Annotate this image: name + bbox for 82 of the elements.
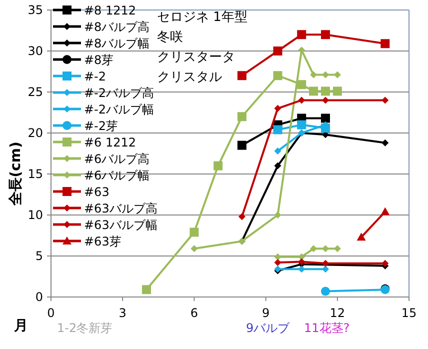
point xyxy=(190,245,198,252)
legend-label: #8芽 xyxy=(84,53,114,67)
y-tick-label: 5 xyxy=(35,249,43,263)
point xyxy=(237,71,246,80)
y-tick-label: 20 xyxy=(28,126,43,140)
legend-label: #6 1212 xyxy=(84,136,136,150)
legend-label: #-2芽 xyxy=(84,119,118,133)
point xyxy=(274,148,282,155)
y-axis-title: 全長(cm) xyxy=(8,142,24,206)
point xyxy=(297,120,306,130)
point xyxy=(297,80,306,90)
y-tick-label: 15 xyxy=(28,167,43,181)
legend-label: #63バルブ高 xyxy=(84,202,158,216)
point xyxy=(142,285,151,294)
point xyxy=(320,286,330,296)
point xyxy=(298,96,306,104)
point xyxy=(273,125,282,134)
point xyxy=(298,266,306,273)
point xyxy=(237,112,246,122)
legend-label: #63芽 xyxy=(84,234,122,248)
legend-label: #-2バルブ高 xyxy=(84,86,154,100)
annotation: 冬咲 xyxy=(157,30,183,45)
legend-label: #6バルブ高 xyxy=(84,152,150,166)
point xyxy=(320,86,330,96)
y-tick-label: 25 xyxy=(28,85,43,99)
point xyxy=(334,245,341,252)
x-tick-label: 3 xyxy=(118,306,126,320)
text: 9バルブ xyxy=(246,321,291,335)
legend-label: #-2 xyxy=(84,70,106,84)
legend-label: #8バルブ高 xyxy=(84,20,150,34)
point xyxy=(274,259,282,266)
point xyxy=(320,30,330,40)
y-tick-label: 30 xyxy=(28,44,43,58)
point xyxy=(382,139,389,146)
text: 1-2冬新芽 xyxy=(57,321,113,335)
point xyxy=(380,207,390,216)
legend-label: #8バルブ幅 xyxy=(84,36,150,50)
point xyxy=(309,86,318,96)
y-tick-label: 0 xyxy=(35,290,43,304)
point xyxy=(274,253,282,260)
point xyxy=(322,260,329,267)
point xyxy=(237,140,246,150)
x-tick-label: 12 xyxy=(330,306,346,320)
x-tick-label: 6 xyxy=(190,306,198,320)
point xyxy=(273,71,282,80)
point xyxy=(274,104,282,112)
point xyxy=(274,162,282,170)
legend-label: #63 xyxy=(84,185,110,199)
point xyxy=(322,266,329,273)
x-tick-label: 9 xyxy=(262,306,270,320)
x-tick-label: 0 xyxy=(47,306,55,320)
point xyxy=(380,39,390,48)
annotation: クリスタル xyxy=(157,70,222,85)
point xyxy=(356,232,366,241)
point xyxy=(322,96,329,104)
point xyxy=(298,258,306,266)
point xyxy=(320,114,330,123)
annotation: セロジネ 1年型 xyxy=(157,10,248,25)
point xyxy=(332,86,342,96)
text: 11花茎? xyxy=(304,321,350,335)
point xyxy=(334,71,341,78)
y-tick-label: 10 xyxy=(28,208,43,222)
point xyxy=(297,30,306,40)
point xyxy=(214,161,223,170)
y-tick-label: 35 xyxy=(28,3,43,17)
legend-label: #8 1212 xyxy=(84,4,136,18)
point xyxy=(322,245,329,252)
legend-label: #6バルブ幅 xyxy=(84,168,150,182)
point xyxy=(322,71,329,78)
point xyxy=(310,245,318,252)
legend-label: #-2バルブ幅 xyxy=(84,102,154,116)
legend-label: #63バルブ幅 xyxy=(84,218,158,232)
point xyxy=(382,260,389,267)
point xyxy=(382,96,389,104)
point xyxy=(310,71,318,78)
point xyxy=(274,212,282,218)
annotation: クリスタータ xyxy=(157,50,235,65)
point xyxy=(273,46,282,56)
x-tick-label: 15 xyxy=(401,306,417,320)
x-axis-title: 月 xyxy=(13,318,28,334)
point xyxy=(238,213,246,220)
point xyxy=(190,228,199,237)
